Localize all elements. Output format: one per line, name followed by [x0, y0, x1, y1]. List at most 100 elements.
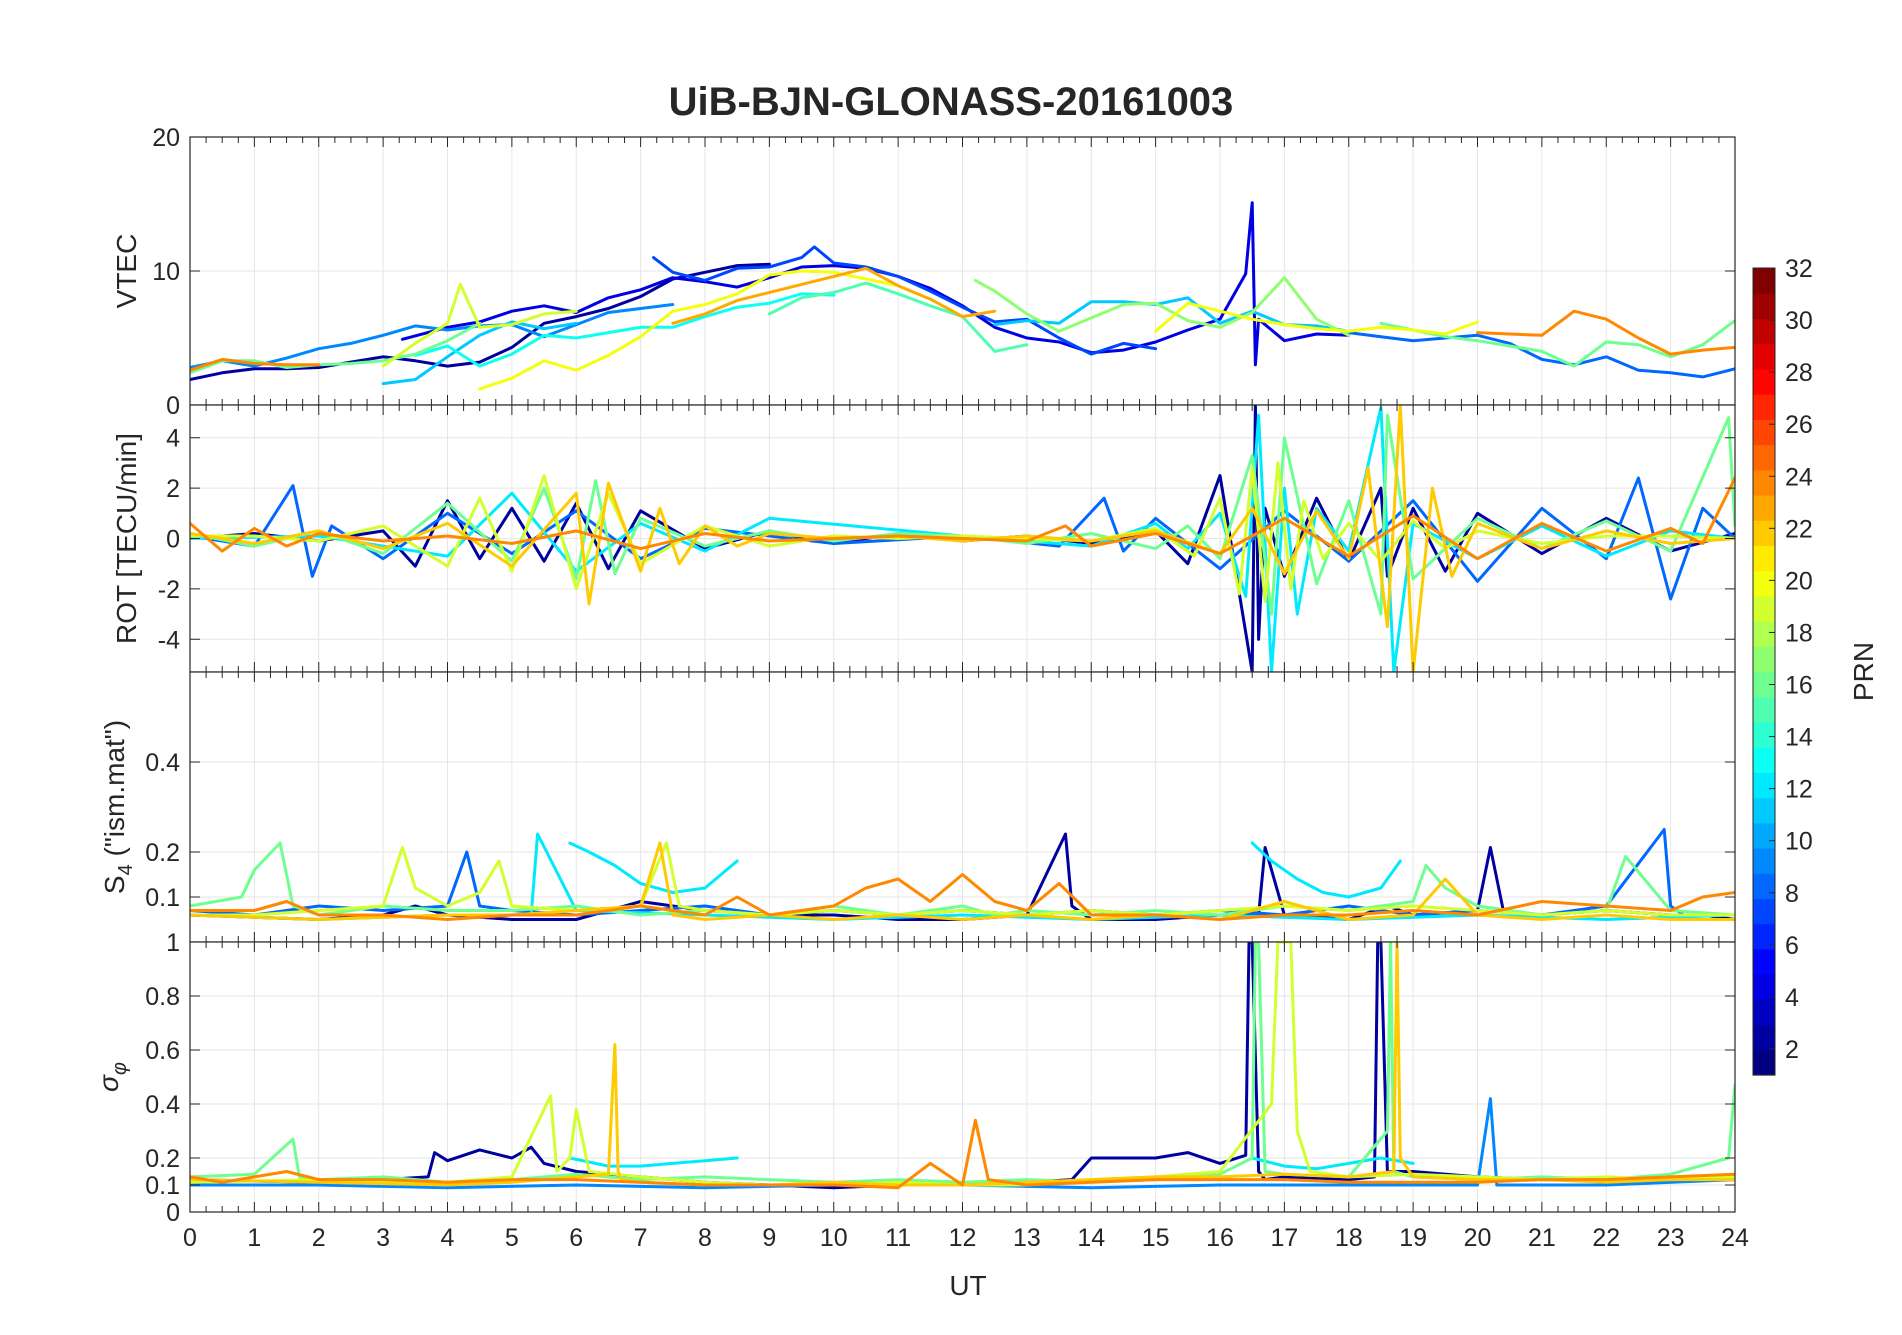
- chart-title: UiB-BJN-GLONASS-20161003: [669, 80, 1234, 124]
- colorbar-swatch: [1753, 646, 1775, 673]
- colorbar-tick-label: 14: [1785, 724, 1813, 752]
- colorbar-swatch: [1753, 419, 1775, 446]
- panel-series-group: [190, 405, 1735, 672]
- y-tick-label: 0: [166, 526, 180, 554]
- colorbar-swatch: [1753, 520, 1775, 547]
- x-tick-label: 7: [634, 1224, 648, 1252]
- colorbar-swatch: [1753, 343, 1775, 370]
- x-tick-label: 17: [1270, 1224, 1298, 1252]
- x-tick-label: 23: [1657, 1224, 1685, 1252]
- y-axis-label: S4 ("ism.mat"): [99, 720, 137, 894]
- x-tick-label: 11: [885, 1224, 911, 1252]
- y-tick-label: 0.8: [145, 983, 180, 1011]
- colorbar-swatch: [1753, 948, 1775, 975]
- x-tick-label: 12: [949, 1224, 977, 1252]
- series-line-prn-24: [190, 357, 321, 372]
- colorbar-swatch: [1753, 671, 1775, 698]
- series-line-prn-20: [478, 269, 900, 391]
- y-tick-label: 0.4: [145, 1091, 180, 1119]
- colorbar-tick-label: 12: [1785, 776, 1813, 804]
- colorbar-tick-label: 16: [1785, 672, 1813, 700]
- colorbar-swatch: [1753, 772, 1775, 799]
- x-tick-label: 5: [505, 1224, 519, 1252]
- panel-series-group: [190, 828, 1735, 921]
- series-line-prn-16: [190, 841, 1735, 917]
- colorbar-swatch: [1753, 444, 1775, 471]
- y-tick-label: 0.1: [145, 884, 180, 912]
- series-line-prn-9: [190, 1097, 1735, 1190]
- colorbar-tick-label: 20: [1785, 567, 1813, 595]
- y-tick-label: -2: [158, 576, 180, 604]
- colorbar-swatch: [1753, 268, 1775, 294]
- colorbar-swatch: [1753, 293, 1775, 320]
- y-tick-label: 0: [166, 1199, 180, 1227]
- x-tick-label: 21: [1528, 1224, 1556, 1252]
- x-tick-label: 19: [1399, 1224, 1427, 1252]
- colorbar-swatch: [1753, 898, 1775, 925]
- colorbar-swatch: [1753, 570, 1775, 597]
- x-tick-label: 4: [441, 1224, 455, 1252]
- x-tick-label: 15: [1142, 1224, 1170, 1252]
- colorbar-swatch: [1753, 873, 1775, 900]
- colorbar-swatch: [1753, 721, 1775, 748]
- series-line-prn-12: [1250, 841, 1402, 899]
- series-line-prn-24: [1476, 309, 1735, 356]
- colorbar-tick-label: 4: [1785, 984, 1799, 1012]
- y-tick-label: 0.6: [145, 1037, 180, 1065]
- y-tick-label: 0: [166, 392, 180, 420]
- x-tick-label: 1: [247, 1224, 261, 1252]
- x-tick-label: 6: [569, 1224, 583, 1252]
- colorbar-border: [1752, 267, 1776, 1076]
- series-line-prn-19: [190, 461, 1735, 603]
- x-tick-label: 16: [1206, 1224, 1234, 1252]
- y-tick-label: 0.2: [145, 1145, 180, 1173]
- series-line-prn-12: [1250, 1156, 1415, 1171]
- series-line-prn-22: [190, 841, 1735, 921]
- colorbar-tick-label: 28: [1785, 359, 1813, 387]
- colorbar-swatch: [1753, 999, 1775, 1026]
- colorbar-tick-label: 32: [1785, 255, 1813, 283]
- colorbar-swatch: [1753, 368, 1775, 395]
- series-line-prn-11: [381, 320, 578, 386]
- y-tick-label: -4: [158, 626, 180, 654]
- series-line-prn-7: [652, 245, 1158, 356]
- colorbar-tick-label: 6: [1785, 932, 1799, 960]
- colorbar-tick-label: 26: [1785, 411, 1813, 439]
- series-line-prn-24: [190, 1118, 1735, 1190]
- colorbar-tick-label: 18: [1785, 619, 1813, 647]
- y-tick-label: 0.4: [145, 749, 180, 777]
- colorbar-tick-label: 22: [1785, 515, 1813, 543]
- x-tick-label: 18: [1335, 1224, 1363, 1252]
- y-tick-label: 0.1: [145, 1172, 180, 1200]
- x-tick-label: 22: [1592, 1224, 1620, 1252]
- colorbar-tick-label: 30: [1785, 307, 1813, 335]
- colorbar-swatch: [1753, 923, 1775, 950]
- series-line-prn-20: [1154, 301, 1479, 336]
- x-tick-label: 0: [183, 1224, 197, 1252]
- series-line-prn-24: [190, 476, 1735, 561]
- series-line-prn-12: [568, 1156, 739, 1168]
- colorbar-swatch: [1753, 1024, 1775, 1051]
- colorbar-tick-label: 24: [1785, 463, 1813, 491]
- y-tick-label: 4: [166, 425, 180, 453]
- colorbar-swatch: [1753, 848, 1775, 874]
- x-tick-label: 10: [820, 1224, 848, 1252]
- panel-series-group: [190, 942, 1735, 1190]
- colorbar-swatch: [1753, 318, 1775, 345]
- y-tick-label: 20: [152, 124, 180, 152]
- x-tick-label: 14: [1077, 1224, 1105, 1252]
- colorbar-swatch: [1753, 747, 1775, 773]
- series-line-prn-8: [1347, 331, 1735, 379]
- series-line-prn-15: [767, 281, 1029, 353]
- x-axis-label: UT: [949, 1270, 986, 1301]
- y-axis-label: σφ: [93, 1062, 131, 1092]
- x-tick-label: 20: [1464, 1224, 1492, 1252]
- colorbar-swatch: [1753, 696, 1775, 723]
- series-line-prn-22: [190, 942, 1735, 1187]
- colorbar-swatch: [1753, 621, 1775, 647]
- y-tick-label: 1: [166, 929, 180, 957]
